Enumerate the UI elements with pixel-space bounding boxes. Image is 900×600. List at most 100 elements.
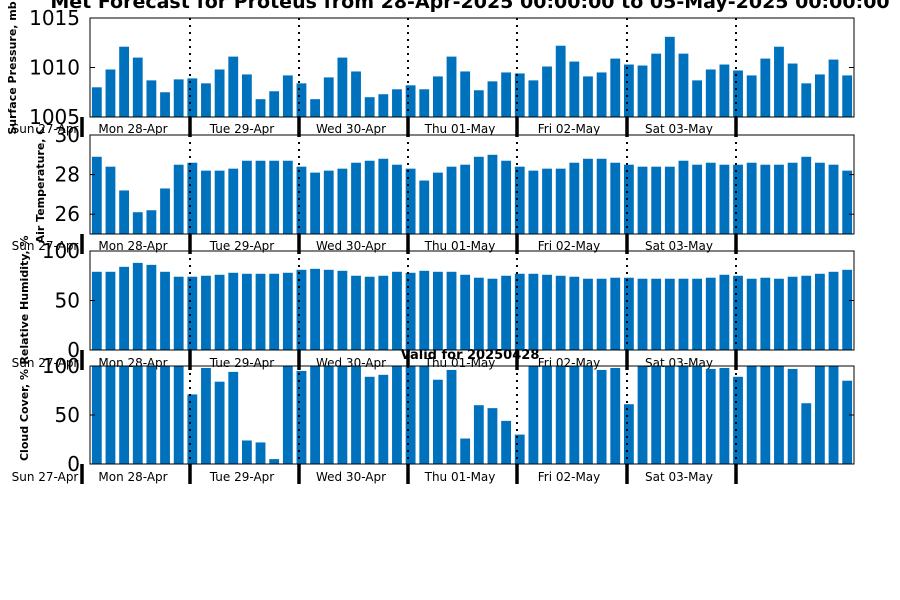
bar <box>705 368 716 464</box>
bar <box>187 276 198 350</box>
bar <box>828 271 839 350</box>
bar <box>214 274 225 350</box>
bar <box>596 278 607 350</box>
bar <box>351 71 361 117</box>
bar <box>378 374 389 464</box>
x-day-label: Sun 27-Apr <box>12 239 79 253</box>
bar <box>323 366 334 464</box>
bar <box>160 271 170 350</box>
y-tick-label: 50 <box>55 289 80 313</box>
bar <box>733 275 743 350</box>
bar <box>255 442 266 464</box>
bar <box>228 168 239 234</box>
plot-frame <box>89 134 855 235</box>
bar <box>228 371 239 464</box>
bar <box>705 277 716 350</box>
bar <box>555 45 566 117</box>
bar <box>337 168 348 234</box>
bar <box>610 58 621 117</box>
bar <box>801 275 812 350</box>
bar <box>596 72 607 117</box>
bar <box>733 164 743 234</box>
bar <box>241 440 252 464</box>
bar <box>378 158 389 234</box>
x-day-label: Wed 30-Apr <box>316 122 386 136</box>
bar <box>419 89 430 117</box>
bar <box>378 94 389 117</box>
y-tick-label: 1015 <box>29 6 80 30</box>
bar <box>282 272 293 350</box>
bar <box>692 278 703 350</box>
bar <box>364 276 375 350</box>
bar <box>378 275 389 350</box>
bar <box>760 366 771 464</box>
bar <box>473 277 484 350</box>
bar <box>692 366 703 464</box>
x-day-label: Sun 27-Apr <box>12 122 79 136</box>
y-tick-label: 100 <box>42 239 80 263</box>
bar <box>596 158 607 234</box>
bar <box>187 78 198 117</box>
x-day-label: Sat 03-May <box>645 239 713 253</box>
bar <box>787 162 798 234</box>
bar <box>460 71 471 117</box>
y-axis-label: Surface Pressure, mb <box>6 1 19 134</box>
bar <box>801 83 812 117</box>
bar <box>583 278 593 350</box>
bar <box>569 276 580 350</box>
bar <box>146 366 157 464</box>
bar <box>146 264 157 350</box>
x-day-label: Fri 02-May <box>538 239 601 253</box>
bar <box>514 166 525 234</box>
bar <box>678 278 689 350</box>
bar <box>132 262 143 350</box>
bar <box>337 57 348 117</box>
bar <box>173 79 184 117</box>
bar <box>501 275 512 350</box>
bar <box>787 276 798 350</box>
bar <box>583 366 593 464</box>
bar <box>173 366 184 464</box>
bar <box>310 172 321 234</box>
bar <box>432 172 443 234</box>
bar <box>392 271 402 350</box>
bar <box>487 81 498 117</box>
bar <box>528 273 539 350</box>
bar <box>446 166 457 234</box>
bar <box>664 166 675 234</box>
bar <box>432 76 443 117</box>
bar <box>460 164 471 234</box>
bar <box>719 64 730 117</box>
bar <box>419 180 430 234</box>
bar <box>542 366 552 464</box>
bar <box>487 154 498 234</box>
bar <box>623 64 634 117</box>
bar <box>201 367 211 464</box>
bar <box>323 269 334 350</box>
bar <box>528 170 539 234</box>
bar <box>514 273 525 350</box>
bar <box>405 366 416 464</box>
bar <box>446 369 457 464</box>
y-tick-label: 28 <box>55 163 80 187</box>
bar <box>269 459 280 464</box>
figure-subtitle: Valid for 20250428 <box>401 348 540 363</box>
bar <box>228 56 239 117</box>
bar <box>446 56 457 117</box>
bar <box>542 274 552 350</box>
bar <box>569 162 580 234</box>
bar <box>692 80 703 117</box>
bar <box>146 80 157 117</box>
bar <box>842 269 853 350</box>
bar <box>842 170 853 234</box>
bar <box>801 403 812 464</box>
bar <box>774 164 784 234</box>
y-axis-label: Relative Humidity, % <box>18 235 31 364</box>
bar <box>405 272 416 350</box>
bar <box>651 366 662 464</box>
figure-title: Met Forecast for Proteus from 28-Apr-202… <box>50 0 889 13</box>
bar <box>105 69 116 117</box>
bar <box>392 89 402 117</box>
bar <box>160 366 170 464</box>
bar <box>132 366 143 464</box>
